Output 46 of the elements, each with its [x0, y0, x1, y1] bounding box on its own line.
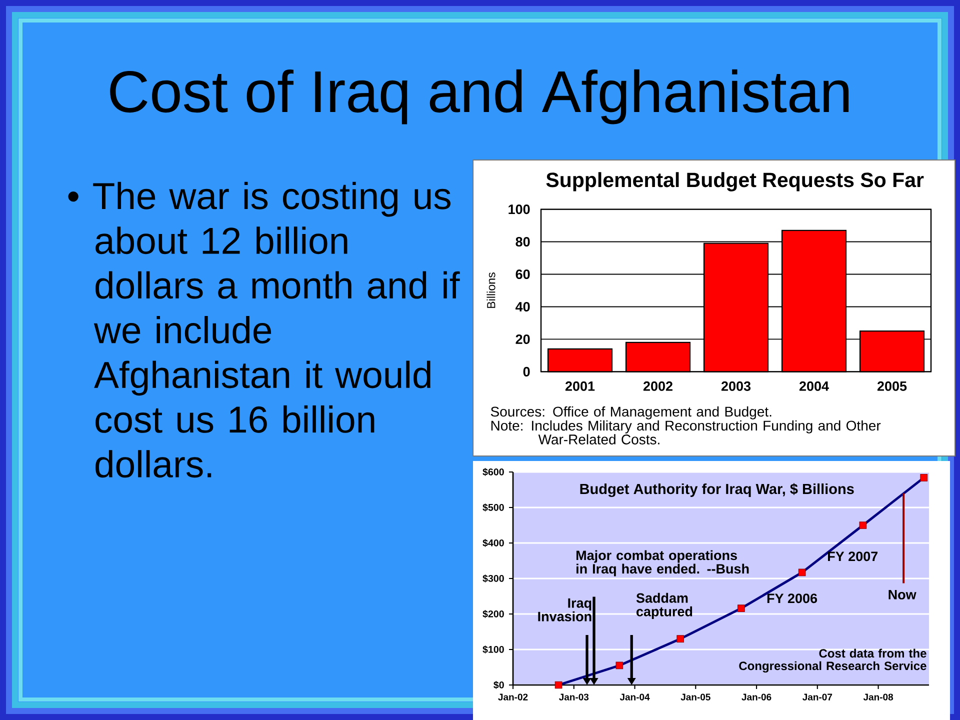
- point: [738, 604, 745, 612]
- x-tick-label: Jan-04: [620, 694, 650, 700]
- y-tick-label: $200: [482, 610, 504, 618]
- y-tick-label: $600: [482, 468, 504, 476]
- annotation: Now: [888, 590, 916, 600]
- y-tick-label: 100: [508, 204, 530, 214]
- text: Budget Authority for Iraq War, $ Billions: [580, 483, 854, 498]
- annotation: FY 2006: [767, 594, 818, 604]
- x-tick-label: Jan-02: [498, 694, 528, 700]
- y-tick-label: 60: [516, 269, 530, 280]
- y-tick-label: 80: [516, 237, 530, 247]
- x-tick-label: 2005: [877, 381, 907, 391]
- point: [920, 474, 928, 482]
- annotation: Iraq Invasion: [538, 598, 592, 622]
- y-tick-label: $300: [482, 574, 504, 583]
- y-tick-label: $500: [482, 504, 504, 512]
- point: [616, 662, 624, 670]
- y-tick-label: 0: [523, 366, 530, 376]
- x-tick-label: Jan-08: [863, 694, 894, 700]
- source-note: Sources: Office of Management and Budget.: [490, 406, 772, 420]
- annotation: Major combat operations in Iraq have ended. --Bush: [576, 550, 749, 576]
- text: • The war is costing us about 12 billion dollars a month and if we include Afghanistan it would cost us 16 billion dollars.: [68, 182, 460, 478]
- y-tick-label: $100: [482, 646, 504, 654]
- annotation: FY 2007: [828, 552, 878, 562]
- x-tick-label: Jan-05: [680, 694, 710, 700]
- point: [798, 568, 806, 576]
- x-tick-label: Jan-03: [558, 694, 589, 700]
- point: [676, 635, 684, 643]
- text: Cost of Iraq and Afghanistan: [110, 69, 849, 124]
- y-tick-label: $400: [482, 539, 504, 548]
- text: Note: Includes Military and Reconstruction Funding and Other War-Related Costs.: [491, 420, 881, 444]
- y-tick-label: $0: [494, 681, 504, 690]
- x-tick-label: Jan-06: [742, 694, 772, 700]
- x-tick-label: Jan-07: [802, 694, 832, 700]
- point: [859, 522, 867, 529]
- point: [554, 681, 562, 689]
- x-tick-label: 2001: [565, 381, 595, 391]
- chart-title: Supplemental Budget Requests So Far: [546, 172, 924, 192]
- annotation: Cost data from the Congressional Research Service: [739, 648, 926, 673]
- y-tick-label: 20: [516, 334, 530, 344]
- x-tick-label: 2003: [721, 381, 751, 391]
- x-tick-label: 2004: [799, 381, 829, 391]
- y-axis-title: Billions: [486, 272, 496, 308]
- annotation: Saddam captured: [636, 592, 692, 619]
- x-tick-label: 2002: [643, 381, 672, 391]
- y-tick-label: 40: [516, 302, 530, 312]
